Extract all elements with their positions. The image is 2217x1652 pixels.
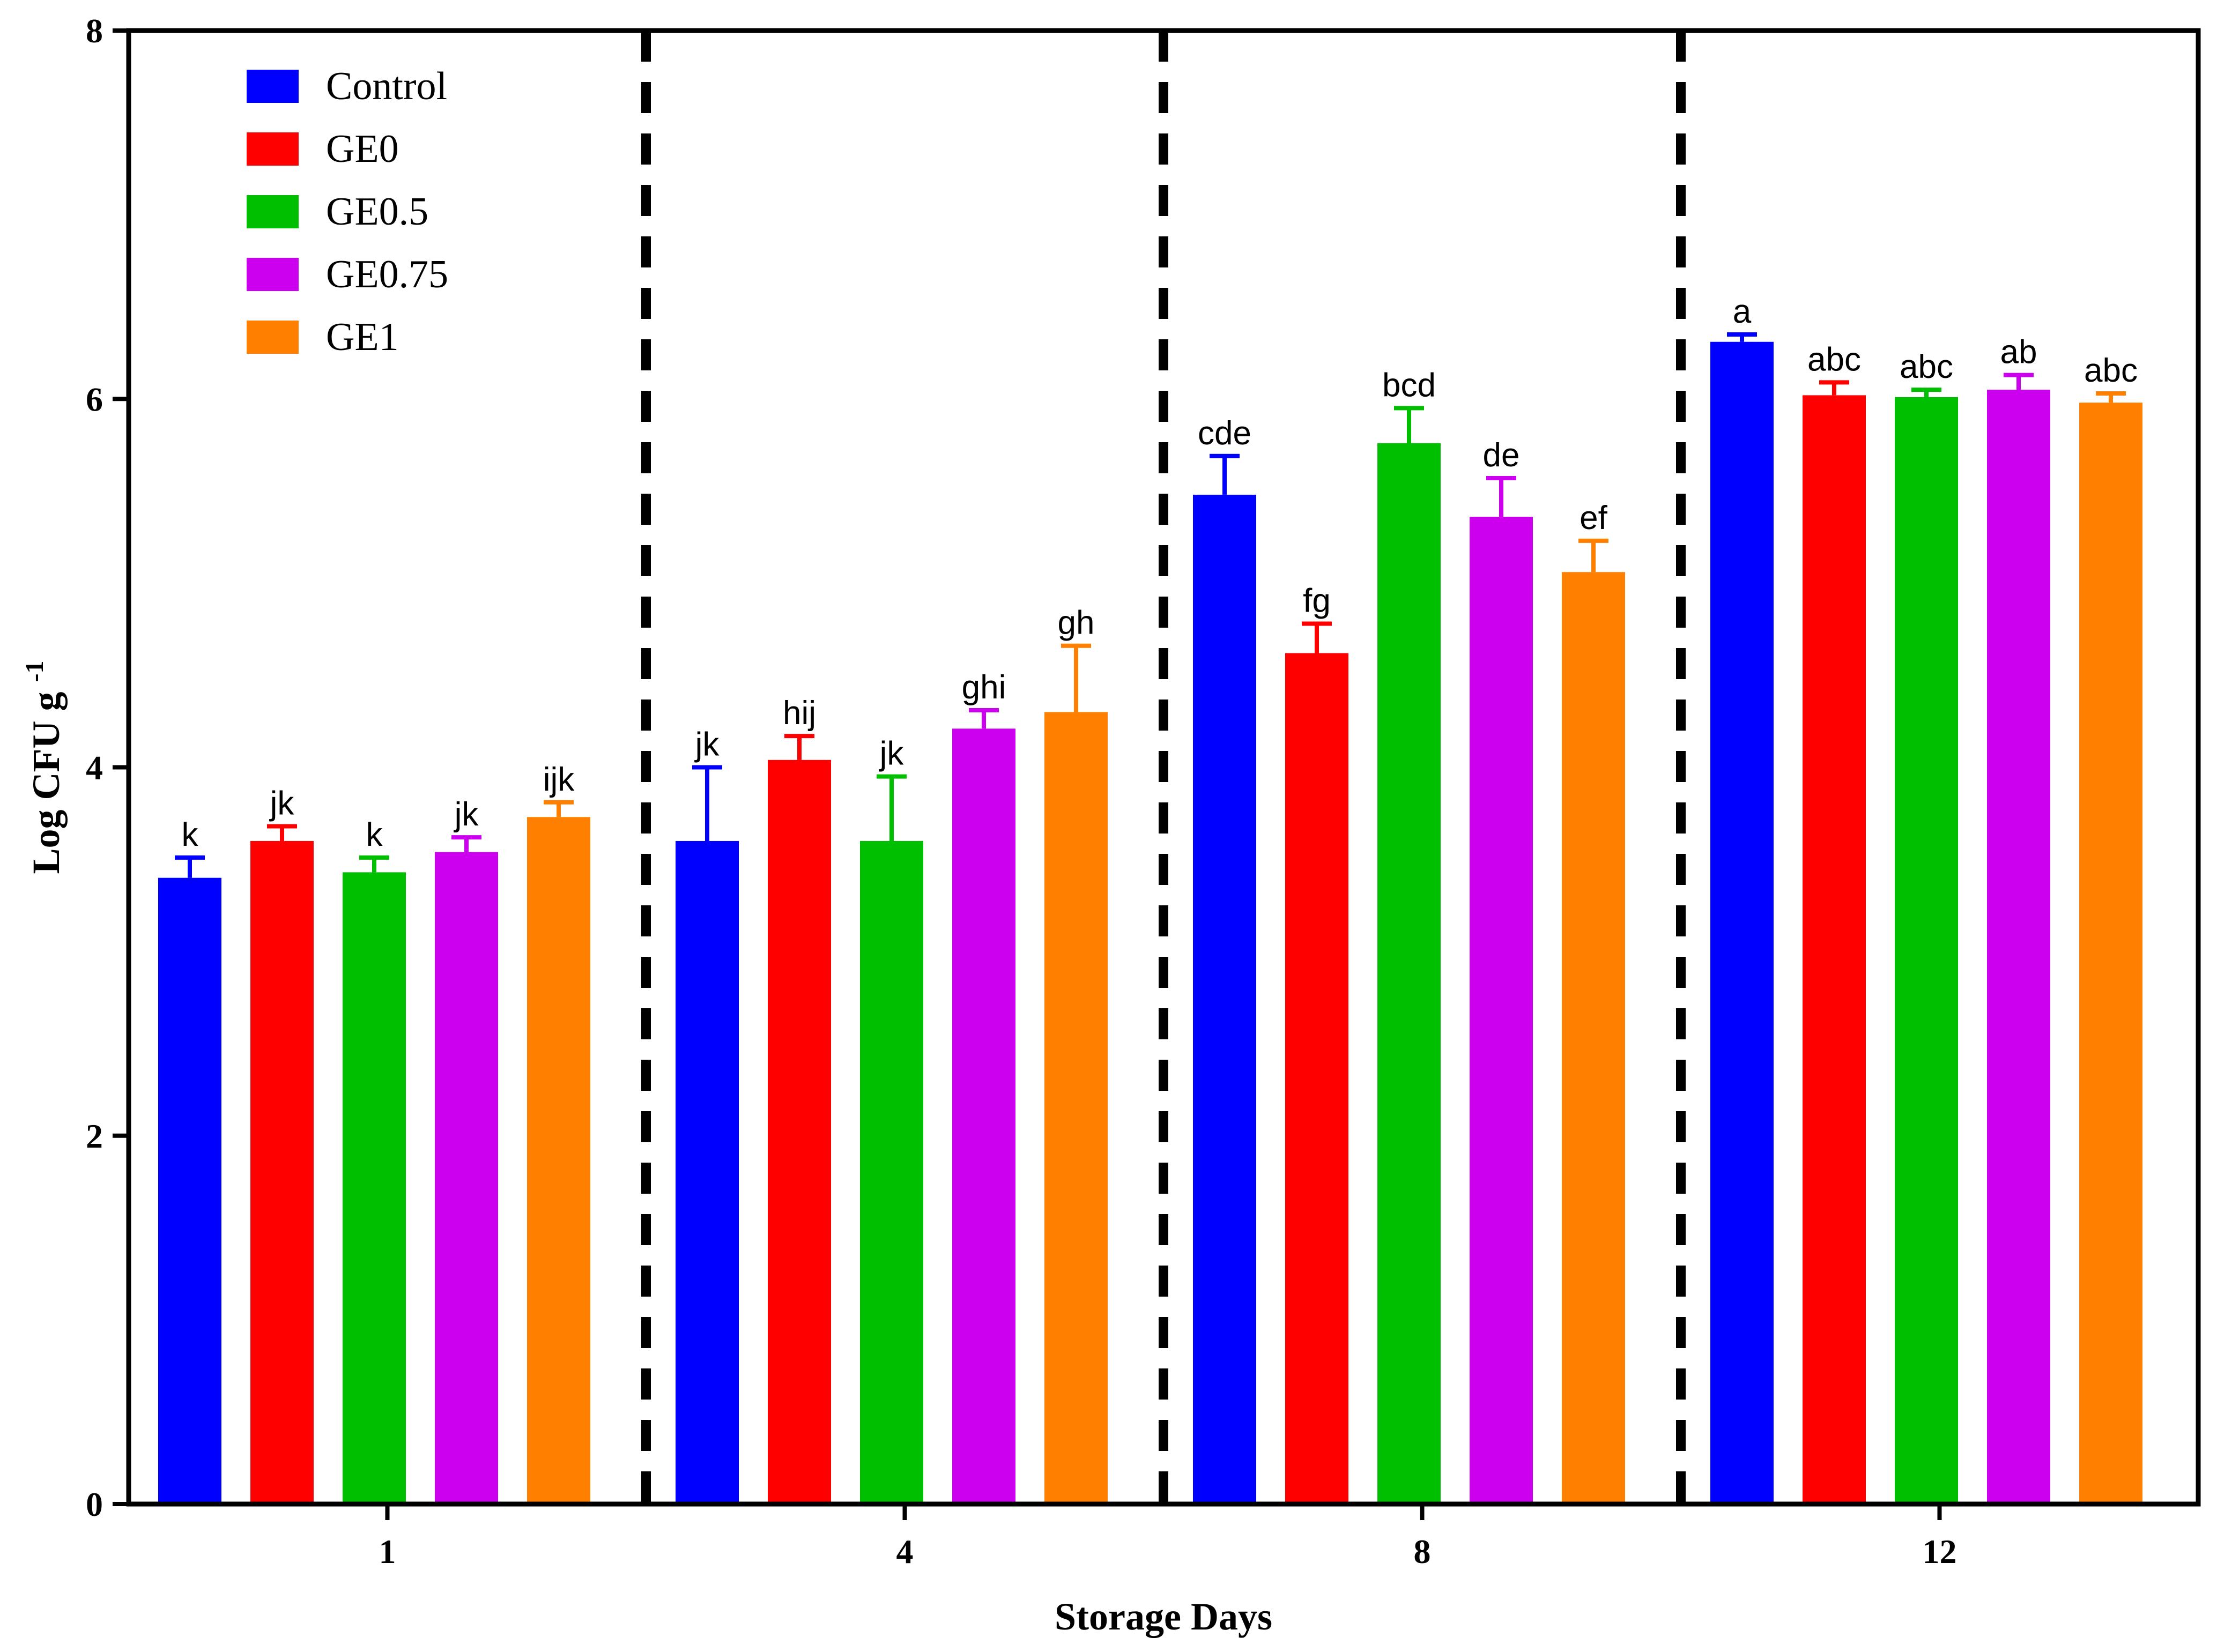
significance-label-GE0-day-4: hij — [783, 695, 816, 732]
significance-label-GE0.75-day-12: ab — [2000, 334, 2037, 371]
error-bars-layer — [175, 332, 2126, 878]
bar-Control-day-12 — [1710, 341, 1774, 1504]
y-tick-label-4: 4 — [86, 749, 103, 787]
bar-GE1-day-8 — [1562, 572, 1625, 1504]
bar-GE0.75-day-12 — [1987, 390, 2050, 1504]
legend-swatch-GE1 — [247, 321, 299, 354]
bar-GE0.75-day-8 — [1470, 517, 1533, 1505]
legend-label-Control: Control — [326, 64, 447, 108]
significance-label-GE1-day-4: gh — [1058, 605, 1095, 642]
y-tick-label-0: 0 — [86, 1485, 103, 1523]
axes-layer: 0 2 4 6 8 1 4 8 12 — [86, 12, 2201, 1571]
significance-label-Control-day-8: cde — [1198, 415, 1251, 452]
significance-label-GE0.75-day-1: jk — [454, 796, 479, 833]
bar-GE0.5-day-1 — [343, 872, 406, 1504]
legend-swatch-GE0 — [247, 132, 299, 166]
legend: Control GE0 GE0.5 GE0.75 GE1 — [247, 64, 448, 359]
x-tick-label-4: 4 — [896, 1532, 914, 1571]
legend-label-GE1: GE1 — [326, 315, 399, 359]
significance-label-GE0-day-8: fg — [1303, 582, 1331, 619]
bar-GE1-day-1 — [527, 817, 590, 1504]
y-axis-title-superscript: -1 — [20, 661, 49, 682]
significance-label-GE1-day-1: ijk — [543, 761, 575, 798]
legend-label-GE0.75: GE0.75 — [326, 252, 448, 296]
bar-Control-day-4 — [676, 840, 739, 1504]
bar-GE1-day-12 — [2079, 403, 2142, 1504]
significance-label-GE0.5-day-1: k — [366, 816, 383, 853]
legend-swatch-GE0.5 — [247, 195, 299, 228]
group-separators-layer — [641, 31, 1686, 1504]
bar-Control-day-1 — [158, 877, 221, 1504]
bar-GE0-day-8 — [1285, 653, 1348, 1504]
y-tick-label-8: 8 — [86, 12, 103, 50]
x-tick-label-12: 12 — [1923, 1532, 1957, 1571]
legend-swatch-GE0.75 — [247, 258, 299, 291]
significance-label-Control-day-4: jk — [694, 726, 720, 763]
bars-layer — [158, 341, 2142, 1505]
significance-label-GE0.75-day-4: ghi — [962, 669, 1006, 706]
significance-label-Control-day-12: a — [1733, 293, 1752, 330]
bar-GE0.75-day-4 — [952, 728, 1015, 1504]
x-tick-label-8: 8 — [1414, 1532, 1431, 1571]
bar-GE0-day-4 — [768, 760, 831, 1504]
significance-label-GE0.5-day-4: jk — [879, 735, 904, 772]
significance-label-GE0-day-12: abc — [1807, 341, 1861, 378]
significance-label-Control-day-1: k — [182, 816, 199, 853]
significance-labels-layer: k jk k jk ijk jk hij jk ghi gh cde fg bcd de ef a abc abc… — [182, 293, 2138, 853]
significance-label-GE0-day-1: jk — [269, 785, 295, 822]
bar-GE0.75-day-1 — [435, 852, 498, 1504]
legend-swatch-Control — [247, 70, 299, 103]
bar-GE0-day-12 — [1803, 395, 1866, 1505]
x-axis-title: Storage Days — [1055, 1595, 1272, 1638]
bar-GE0.5-day-4 — [860, 840, 923, 1504]
bar-GE0.5-day-12 — [1895, 397, 1958, 1504]
significance-label-GE0.75-day-8: de — [1483, 437, 1520, 474]
significance-label-GE1-day-12: abc — [2084, 352, 2138, 389]
legend-label-GE0: GE0 — [326, 127, 399, 171]
x-tick-label-1: 1 — [379, 1532, 396, 1571]
bar-GE1-day-4 — [1044, 712, 1108, 1504]
bar-GE0.5-day-8 — [1377, 443, 1441, 1504]
y-tick-label-2: 2 — [86, 1117, 103, 1155]
significance-label-GE0.5-day-12: abc — [1900, 348, 1953, 385]
bar-Control-day-8 — [1193, 494, 1256, 1504]
y-axis-title: Log CFU g -1 — [20, 661, 68, 874]
bar-GE0-day-1 — [250, 840, 314, 1504]
significance-label-GE0.5-day-8: bcd — [1382, 367, 1436, 404]
y-axis-title-main: Log CFU g — [25, 691, 68, 874]
significance-label-GE1-day-8: ef — [1580, 500, 1607, 537]
y-tick-label-6: 6 — [86, 380, 103, 418]
legend-label-GE0.5: GE0.5 — [326, 190, 428, 234]
